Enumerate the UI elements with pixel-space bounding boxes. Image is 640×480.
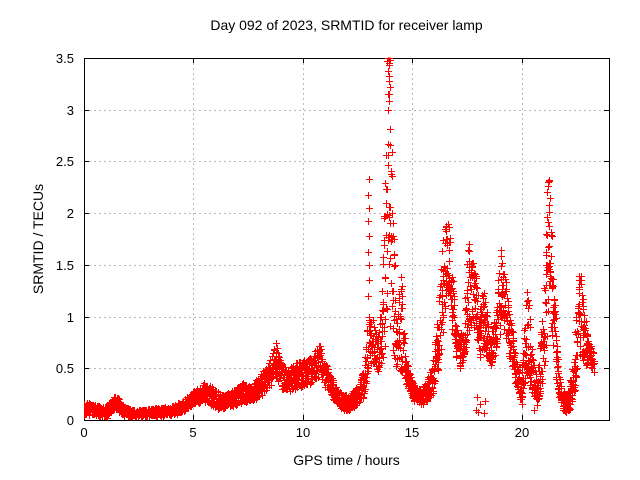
tick-marks (84, 58, 609, 421)
x-tick-label: 0 (80, 425, 88, 440)
x-axis-title: GPS time / hours (293, 452, 400, 468)
gridlines (84, 58, 609, 420)
y-tick-label: 1 (66, 310, 74, 325)
y-tick-label: 3.5 (55, 51, 74, 66)
x-tick-label: 10 (295, 425, 311, 440)
y-tick-label: 2 (66, 206, 74, 221)
y-tick-label: 2.5 (55, 154, 74, 169)
y-tick-label: 0.5 (55, 361, 74, 376)
chart-title: Day 092 of 2023, SRMTID for receiver lam… (210, 17, 483, 33)
y-tick-label: 1.5 (55, 258, 74, 273)
x-tick-label: 5 (189, 425, 197, 440)
x-tick-label: 20 (514, 425, 530, 440)
y-tick-label: 0 (66, 413, 74, 428)
plot-frame (84, 58, 610, 421)
y-tick-label: 3 (66, 103, 74, 118)
x-tick-label: 15 (404, 425, 420, 440)
data-points (84, 57, 598, 421)
